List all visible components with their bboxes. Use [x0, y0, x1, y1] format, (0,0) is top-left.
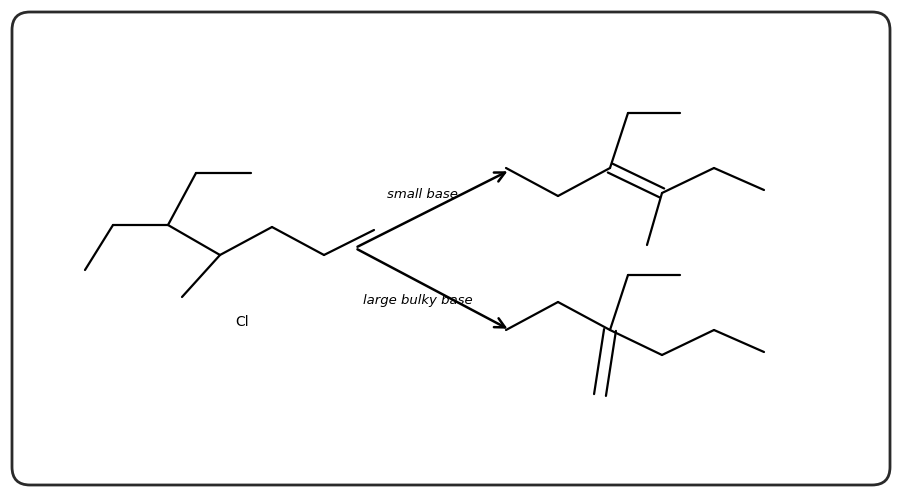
Text: small base: small base — [387, 188, 458, 201]
Text: Cl: Cl — [235, 315, 249, 329]
Text: large bulky base: large bulky base — [363, 294, 473, 307]
